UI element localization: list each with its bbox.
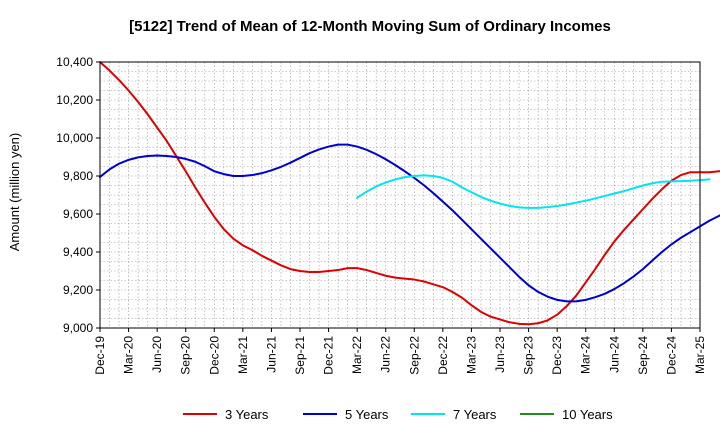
x-tick-label: Sep-22 xyxy=(407,336,421,375)
x-tick-label: Mar-24 xyxy=(579,336,593,374)
y-tick-label: 9,200 xyxy=(63,283,93,297)
series-layer xyxy=(99,61,720,326)
x-tick-label: Mar-21 xyxy=(236,336,250,374)
series-line-5-years xyxy=(99,143,720,303)
x-tick-label: Mar-20 xyxy=(122,336,136,374)
x-tick-label: Dec-21 xyxy=(322,336,336,375)
x-tick-label: Sep-20 xyxy=(179,336,193,375)
x-tick-label: Dec-23 xyxy=(550,336,564,375)
x-tick-label: Jun-22 xyxy=(379,336,393,373)
y-tick-label: 9,600 xyxy=(63,207,93,221)
series-line-3-years xyxy=(99,61,720,326)
x-tick-label: Jun-21 xyxy=(264,336,278,373)
series-line-7-years xyxy=(356,174,711,209)
x-tick-label: Mar-23 xyxy=(464,336,478,374)
x-tick-label: Sep-21 xyxy=(293,336,307,375)
y-tick-label: 10,200 xyxy=(56,93,93,107)
plot-frame xyxy=(99,61,701,329)
x-tick-label: Jun-20 xyxy=(150,336,164,373)
y-tick-label: 9,800 xyxy=(63,169,93,183)
x-tick-label: Jun-23 xyxy=(493,336,507,373)
x-tick-label: Mar-22 xyxy=(350,336,364,374)
x-tick-label: Dec-20 xyxy=(207,336,221,375)
legend-label-7-years: 7 Years xyxy=(453,407,497,422)
x-tick-label: Dec-24 xyxy=(664,336,678,375)
legend-label-10-years: 10 Years xyxy=(562,407,613,422)
y-tick-label: 10,000 xyxy=(56,131,93,145)
y-tick-label: 9,400 xyxy=(63,245,93,259)
legend: 3 Years 5 Years 7 Years 10 Years xyxy=(183,407,613,422)
x-tick-label: Sep-24 xyxy=(636,336,650,375)
x-tick-label: Dec-22 xyxy=(436,336,450,375)
x-tick-label: Mar-25 xyxy=(693,336,707,374)
legend-label-5-years: 5 Years xyxy=(345,407,389,422)
y-tick-label: 9,000 xyxy=(63,321,93,335)
x-tick-label: Sep-23 xyxy=(522,336,536,375)
x-tick-label: Jun-24 xyxy=(607,336,621,373)
x-tick-label: Dec-19 xyxy=(93,336,107,375)
legend-label-3-years: 3 Years xyxy=(225,407,269,422)
axis-layer: 9,000 9,200 9,400 9,600 9,800 10,000 10,200 10,… xyxy=(56,55,707,375)
y-tick-label: 10,400 xyxy=(56,55,93,69)
chart-title: [5122] Trend of Mean of 12-Month Moving … xyxy=(129,18,611,35)
y-axis-label: Amount (million yen) xyxy=(7,133,22,252)
grid-layer xyxy=(100,62,700,328)
